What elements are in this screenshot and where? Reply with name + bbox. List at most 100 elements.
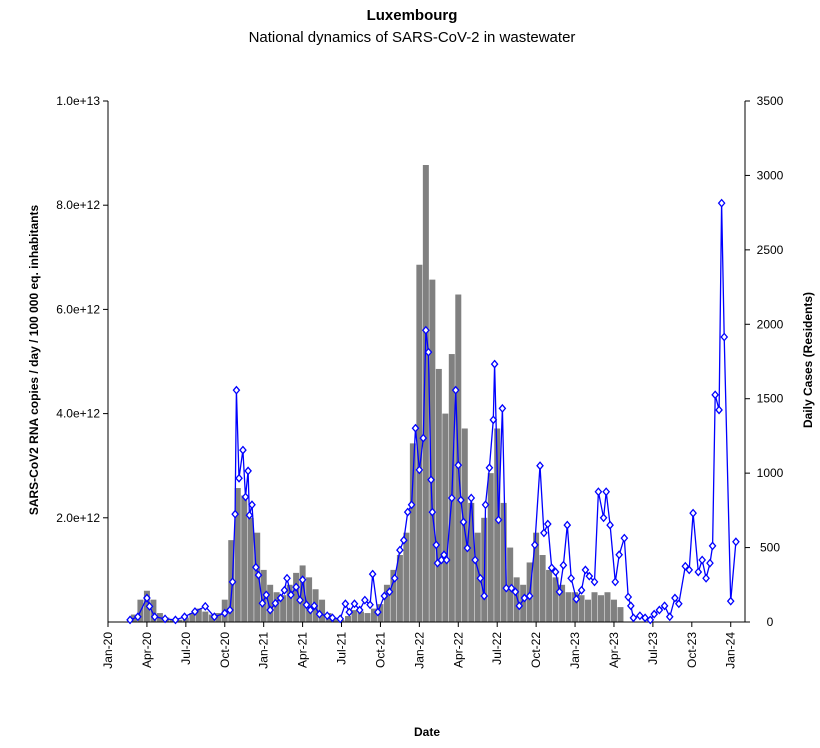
marker <box>459 517 468 527</box>
marker <box>427 475 435 485</box>
bar <box>280 595 287 622</box>
marker <box>201 601 210 611</box>
marker <box>457 495 465 505</box>
marker <box>551 567 560 577</box>
marker <box>252 562 260 572</box>
bar <box>150 599 157 622</box>
marker <box>283 573 291 583</box>
marker <box>150 612 159 622</box>
marker <box>511 587 520 597</box>
marker <box>296 595 304 605</box>
bar <box>597 595 604 622</box>
bar <box>468 502 475 622</box>
marker <box>567 573 576 583</box>
bar <box>539 555 546 622</box>
marker <box>292 582 300 592</box>
marker <box>507 583 516 593</box>
marker <box>720 332 729 342</box>
x-tick-label: Jul-23 <box>646 632 660 665</box>
x-tick-label: Apr-22 <box>451 632 465 668</box>
bar <box>416 264 423 622</box>
marker <box>563 520 572 530</box>
marker <box>655 605 664 615</box>
bar <box>396 555 403 622</box>
x-tick-label: Oct-22 <box>529 632 543 668</box>
bar <box>247 517 254 622</box>
y-tick-label: 1.0e+13 <box>56 94 100 108</box>
marker <box>611 577 620 587</box>
y-tick-label: 4.0e+12 <box>56 407 100 421</box>
y-tick-label: 6.0e+12 <box>56 302 100 316</box>
marker <box>708 541 717 551</box>
marker <box>624 592 633 602</box>
bar <box>286 584 293 622</box>
y2-tick-label: 2000 <box>757 317 784 331</box>
marker <box>424 347 433 357</box>
marker <box>231 509 239 519</box>
x-tick-label: Jul-21 <box>335 632 349 665</box>
marker <box>323 611 332 621</box>
bar <box>559 584 566 622</box>
bar <box>215 613 222 622</box>
marker <box>694 567 703 577</box>
bar <box>241 495 248 622</box>
marker <box>328 613 337 623</box>
bar <box>500 502 507 622</box>
bar <box>442 413 449 622</box>
bar <box>585 599 592 622</box>
marker <box>711 390 720 400</box>
bar <box>390 569 397 622</box>
marker <box>440 550 448 560</box>
marker <box>143 593 151 603</box>
marker <box>689 508 697 518</box>
marker <box>145 601 154 611</box>
marker <box>336 614 345 624</box>
marker <box>366 600 374 610</box>
x-tick-label: Jan-24 <box>724 632 738 669</box>
bar <box>422 165 429 622</box>
marker <box>437 555 446 565</box>
marker <box>245 510 254 520</box>
bar <box>507 547 514 622</box>
marker <box>525 591 534 601</box>
marker <box>232 385 241 395</box>
bar <box>332 619 339 622</box>
bar <box>357 611 364 622</box>
chart-title: Luxembourg <box>367 7 458 24</box>
x-tick-label: Oct-20 <box>218 632 232 668</box>
marker <box>606 520 614 530</box>
bar <box>520 584 527 622</box>
y-axis-label: SARS-CoV2 RNA copies / day / 100 000 eq.… <box>27 205 41 516</box>
marker <box>646 615 655 625</box>
bar <box>572 592 579 622</box>
marker <box>385 587 394 597</box>
bar <box>189 613 196 622</box>
marker <box>428 507 437 517</box>
marker <box>732 537 740 547</box>
bar <box>435 368 442 622</box>
marker <box>559 560 568 570</box>
marker <box>171 615 180 625</box>
marker <box>481 500 490 510</box>
y2-tick-label: 500 <box>760 541 780 555</box>
marker <box>602 487 611 497</box>
marker <box>266 605 275 615</box>
marker <box>685 565 694 575</box>
x-tick-label: Jan-21 <box>257 632 271 669</box>
y2-tick-label: 1500 <box>757 392 784 406</box>
marker <box>489 415 498 425</box>
marker <box>345 607 354 617</box>
marker <box>626 601 635 611</box>
marker <box>248 500 256 510</box>
marker <box>244 466 252 476</box>
marker <box>447 493 456 503</box>
y-tick-label: 2.0e+12 <box>56 511 100 525</box>
bar <box>461 428 468 622</box>
bar <box>267 584 274 622</box>
marker <box>161 614 169 624</box>
bar <box>565 592 572 622</box>
bar <box>351 610 358 622</box>
bar <box>293 572 300 622</box>
marker <box>228 577 237 587</box>
